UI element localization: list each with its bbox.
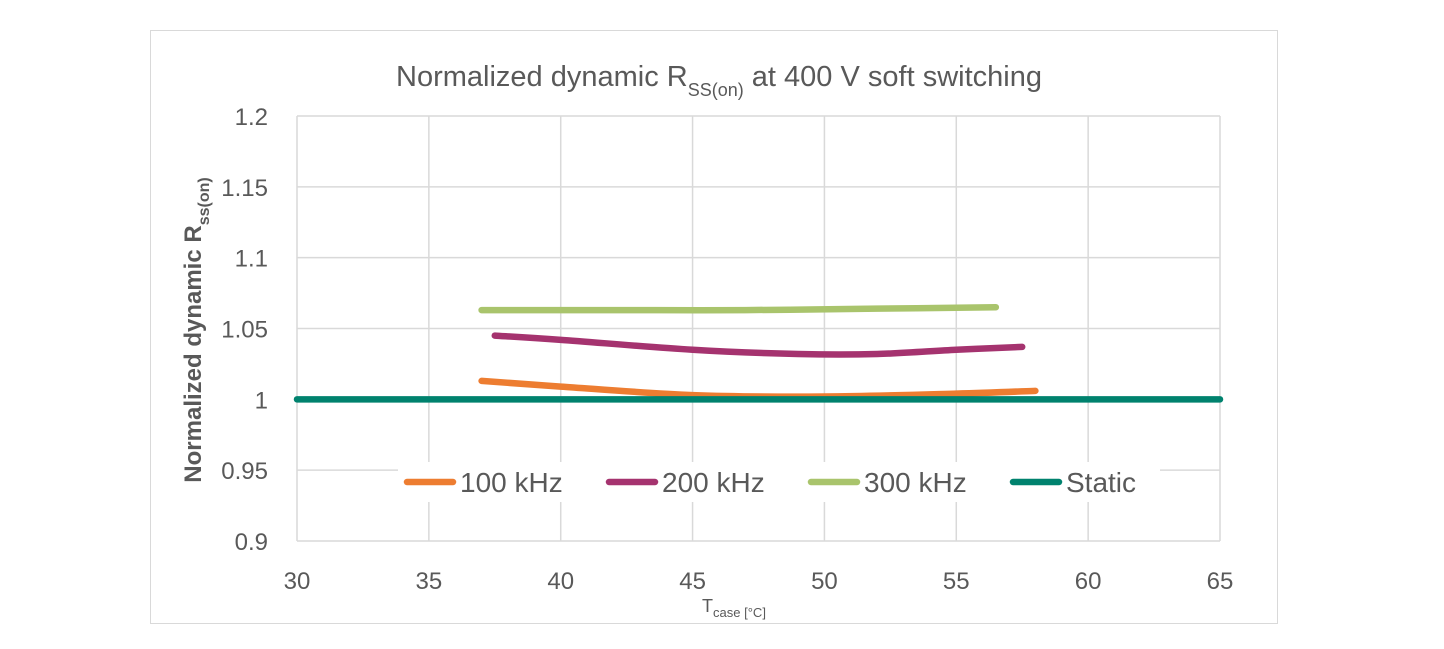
chart-title: Normalized dynamic RSS(on) at 400 V soft… — [396, 61, 1042, 100]
x-tick-label: 55 — [943, 568, 970, 595]
series-lines — [293, 304, 1224, 403]
y-axis-label: Normalized dynamic Rss(on) — [180, 177, 213, 482]
y-tick-label: 1.05 — [221, 317, 268, 344]
x-tick-label: 40 — [547, 568, 574, 595]
x-tick-label: 45 — [679, 568, 706, 595]
y-tick-label: 1.2 — [235, 104, 268, 131]
legend-label: 300 kHz — [864, 467, 967, 498]
x-tick-label: 30 — [284, 568, 311, 595]
y-tick-label: 0.9 — [235, 529, 268, 556]
y-tick-label: 1 — [255, 387, 268, 414]
y-tick-label: 0.95 — [221, 458, 268, 485]
chart-area — [150, 30, 1278, 624]
y-tick-label: 1.15 — [221, 175, 268, 202]
y-tick-label: 1.1 — [235, 246, 268, 273]
legend-label: Static — [1066, 467, 1136, 498]
x-tick-label: 65 — [1207, 568, 1234, 595]
x-tick-label: 35 — [416, 568, 443, 595]
series-line-200-khz — [491, 332, 1026, 358]
legend-label: 200 kHz — [662, 467, 765, 498]
legend: 100 kHz 200 kHz 300 kHz Static — [398, 462, 1160, 502]
series-line-100-khz — [478, 377, 1039, 400]
x-tick-label: 50 — [811, 568, 838, 595]
x-tick-label: 60 — [1075, 568, 1102, 595]
tick-labels: 30 35 40 45 50 55 60 65 0.9 0.95 1 1.05 1.1 1.15 1.2 — [221, 104, 1233, 595]
legend-label: 100 kHz — [460, 467, 563, 498]
series-line-300-khz — [478, 304, 1000, 314]
x-axis-label: Tcase [°C] — [702, 596, 766, 620]
